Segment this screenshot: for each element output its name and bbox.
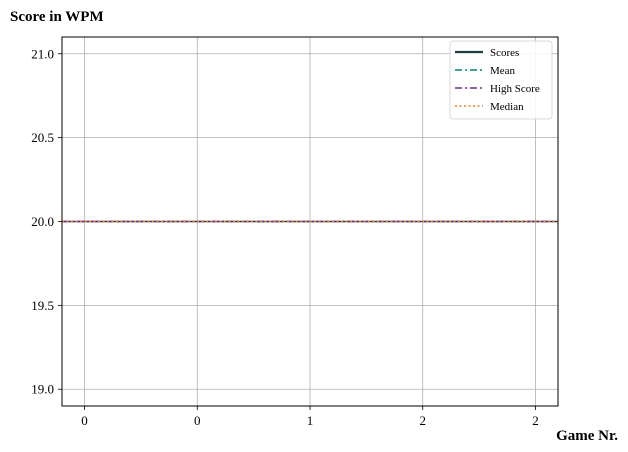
y-axis: 19.0 19.5 20.0 20.5 21.0 xyxy=(31,46,62,397)
legend: Scores Mean High Score Median xyxy=(449,40,553,120)
x-tick-label: 2 xyxy=(419,413,426,428)
legend-label: High Score xyxy=(490,83,540,95)
x-tick-label: 1 xyxy=(307,413,314,428)
y-tick-label: 19.0 xyxy=(31,382,54,397)
y-tick-label: 20.5 xyxy=(31,130,54,145)
y-tick-label: 21.0 xyxy=(31,46,54,61)
x-tick-label: 2 xyxy=(532,413,539,428)
legend-label: Mean xyxy=(490,65,516,77)
y-tick-label: 20.0 xyxy=(31,214,54,229)
legend-box xyxy=(449,40,553,120)
y-axis-title: Score in WPM xyxy=(10,9,104,25)
y-tick-label: 19.5 xyxy=(31,298,54,313)
x-tick-label: 0 xyxy=(81,413,88,428)
x-axis: 0 0 1 2 2 xyxy=(81,406,539,428)
legend-label: Scores xyxy=(490,47,519,59)
x-axis-title: Game Nr. xyxy=(556,428,618,444)
x-tick-label: 0 xyxy=(194,413,201,428)
legend-label: Median xyxy=(490,101,524,113)
